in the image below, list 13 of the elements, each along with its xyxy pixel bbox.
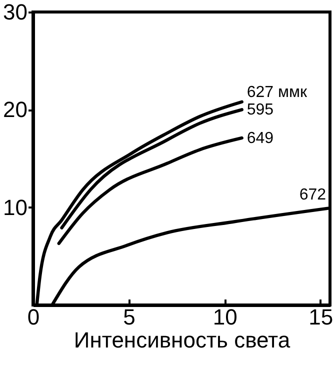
- series-label: 627 ммк: [246, 84, 308, 101]
- line-series: [57, 136, 244, 246]
- series-label: 649: [246, 130, 274, 147]
- x-tick-label: 0: [27, 304, 40, 330]
- series-label: 672: [299, 186, 326, 204]
- x-tick-label: 15: [308, 304, 334, 330]
- y-tick-label: 30: [3, 0, 28, 24]
- series-label: 595: [246, 102, 274, 119]
- y-tick-label: 20: [3, 97, 28, 122]
- x-tick-label: 10: [212, 304, 238, 330]
- y-tick-label: 10: [3, 194, 28, 220]
- x-axis-title: Интенсивность света: [74, 328, 291, 352]
- x-tick-label: 5: [123, 304, 136, 330]
